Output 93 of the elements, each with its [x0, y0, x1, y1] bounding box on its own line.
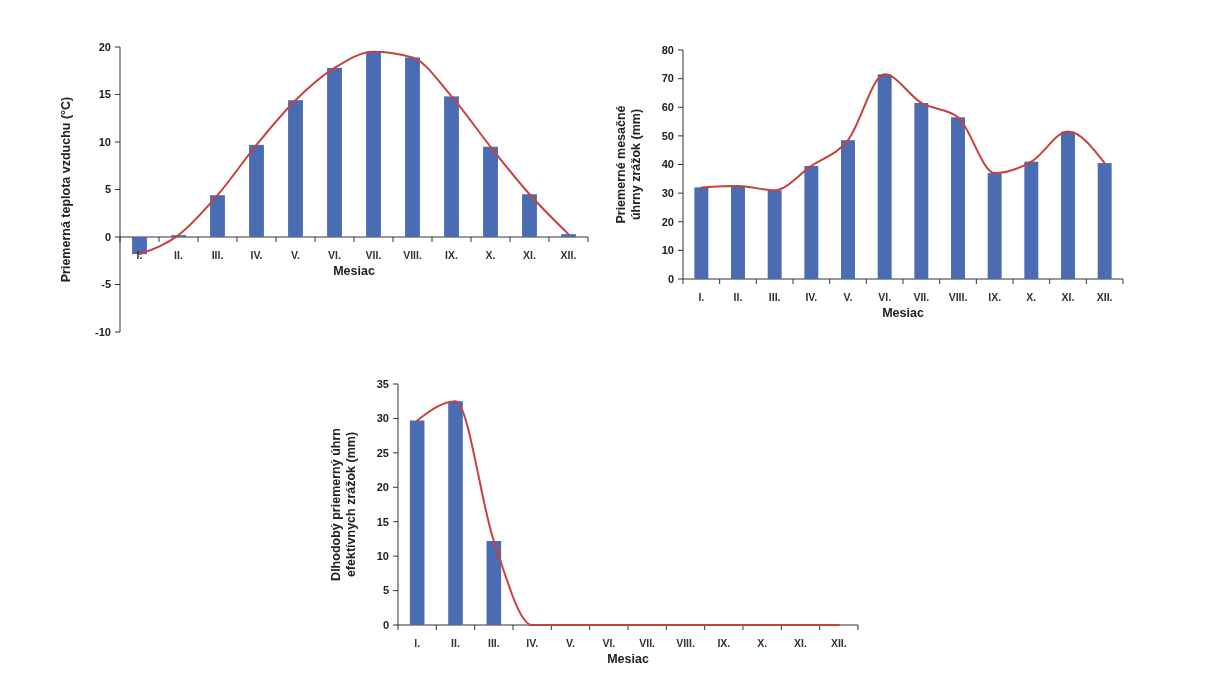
bar [405, 57, 420, 237]
x-tick-label: IX. [717, 637, 731, 649]
bar [1097, 163, 1112, 279]
x-tick-label: II. [174, 249, 183, 261]
y-tick-label: 5 [104, 183, 111, 196]
x-tick-label: VIII. [676, 637, 695, 649]
x-tick-label: VI. [878, 291, 892, 303]
x-tick-label: XII. [830, 637, 847, 649]
x-axis-title: Mesiac [882, 306, 924, 320]
line-series [700, 73, 1106, 192]
x-tick-label: X. [757, 637, 768, 649]
bar [767, 190, 782, 279]
y-tick-label: 60 [661, 101, 674, 114]
x-tick-label: III. [768, 291, 781, 303]
x-tick-label: V. [566, 637, 576, 649]
x-tick-label: IV. [250, 249, 263, 261]
bar [804, 165, 819, 279]
x-tick-label: II. [733, 291, 743, 303]
line-series [416, 400, 840, 626]
y-tick-label: 40 [661, 158, 674, 171]
y-axis-title: Priemerná teplota vzduchu (°C) [59, 96, 73, 283]
y-tick-label: 20 [98, 40, 111, 53]
x-tick-label: I. [136, 249, 143, 261]
x-axis-title: Mesiac [607, 652, 649, 666]
bar [448, 401, 463, 625]
bar [210, 195, 225, 237]
y-tick-label: 10 [661, 244, 674, 257]
bar [914, 102, 929, 279]
y-tick-label: -10 [95, 325, 111, 338]
bar [1061, 131, 1075, 279]
bar [1024, 161, 1039, 279]
y-tick-label: 35 [376, 377, 389, 390]
x-tick-label: XI. [523, 249, 536, 261]
x-tick-label: III. [211, 249, 224, 261]
x-tick-label: V. [843, 291, 853, 303]
bar [841, 140, 855, 279]
x-tick-label: VI. [328, 249, 341, 261]
bar [288, 100, 303, 237]
x-tick-label: IX. [988, 291, 1002, 303]
x-axis-title: Mesiac [333, 264, 375, 278]
y-tick-label: 30 [376, 412, 389, 425]
x-tick-label: X. [1026, 291, 1037, 303]
y-tick-label: 25 [376, 446, 389, 459]
y-tick-label: 15 [376, 515, 389, 528]
bar [483, 146, 498, 237]
x-tick-label: I. [414, 637, 421, 649]
bar [877, 74, 892, 279]
y-tick-label: 0 [104, 230, 111, 243]
x-tick-label: V. [291, 249, 301, 261]
bar [522, 194, 537, 237]
x-tick-label: VII. [913, 291, 930, 303]
x-tick-label: XII. [1096, 291, 1113, 303]
x-tick-label: II. [451, 637, 460, 649]
bar [987, 173, 1002, 279]
bar [409, 420, 425, 625]
x-tick-label: IV. [526, 637, 539, 649]
x-tick-label: IV. [805, 291, 818, 303]
bar [486, 540, 502, 625]
x-tick-label: I. [698, 291, 705, 303]
y-tick-label: 50 [661, 129, 674, 142]
x-tick-label: VII. [365, 249, 382, 261]
x-tick-label: VIII. [403, 249, 422, 261]
bar [366, 51, 381, 237]
y-tick-label: 30 [661, 186, 674, 199]
y-axis-title: Priemerné mesačné úhrny zrážok (mm) [614, 105, 643, 224]
x-tick-label: XI. [1061, 291, 1075, 303]
bar [694, 187, 709, 279]
y-tick-label: 0 [382, 618, 389, 631]
y-tick-label: -5 [101, 278, 111, 291]
x-tick-label: X. [485, 249, 496, 261]
x-tick-label: VII. [639, 637, 656, 649]
y-axis-title: Dlhodobý priemerný úhrn efektívnych zrážok (mm) [329, 428, 358, 581]
bar [731, 185, 745, 279]
bar [249, 144, 264, 237]
x-tick-label: VI. [602, 637, 616, 649]
y-tick-label: 0 [667, 272, 674, 285]
y-tick-label: 10 [98, 135, 111, 148]
x-tick-label: III. [488, 637, 500, 649]
y-tick-label: 80 [661, 43, 674, 56]
bar [561, 234, 576, 237]
y-tick-label: 10 [376, 549, 389, 562]
y-tick-label: 20 [661, 215, 674, 228]
bar [444, 96, 459, 237]
x-tick-label: XII. [560, 249, 577, 261]
y-tick-label: 15 [98, 88, 111, 101]
y-tick-label: 70 [661, 72, 674, 85]
y-tick-label: 5 [382, 584, 389, 597]
y-tick-label: 20 [376, 481, 389, 494]
bar [951, 117, 965, 279]
x-tick-label: IX. [445, 249, 458, 261]
x-tick-label: VIII. [948, 291, 968, 303]
x-tick-label: XI. [794, 637, 807, 649]
bar [327, 67, 342, 237]
